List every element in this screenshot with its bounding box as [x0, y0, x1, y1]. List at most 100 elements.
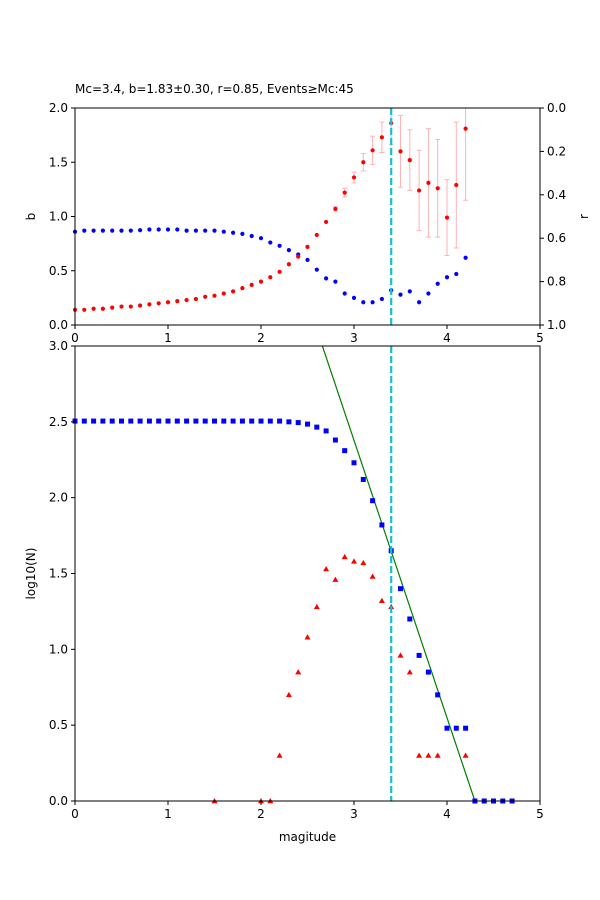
non-cumulative-point	[323, 565, 330, 572]
cumulative-point	[184, 418, 190, 424]
b-value-point	[342, 190, 347, 195]
r-point	[221, 229, 226, 234]
r-point	[165, 227, 171, 232]
non-cumulative-point	[295, 669, 302, 675]
cumulative-point	[416, 652, 422, 658]
non-cumulative-point	[360, 559, 367, 566]
cumulative-point	[398, 586, 403, 592]
b-value-point	[333, 206, 338, 212]
cumulative-point	[463, 725, 469, 731]
cumulative-point	[407, 616, 413, 622]
top-right-y-tick-label: 1.0	[547, 318, 566, 332]
bottom-y-axis-label: log10(N)	[24, 548, 38, 600]
b-value-point	[193, 296, 198, 302]
cumulative-point	[305, 421, 310, 427]
b-value-point	[407, 157, 412, 163]
r-point	[286, 248, 291, 253]
non-cumulative-point	[434, 752, 441, 758]
r-point	[305, 257, 310, 262]
non-cumulative-point	[332, 576, 339, 582]
cumulative-point	[119, 418, 124, 424]
bottom-x-tick-label: 3	[350, 807, 358, 821]
b-value-point	[258, 279, 264, 284]
bottom-x-tick-label: 1	[164, 807, 172, 821]
bottom-x-ticks: 0 1 2 3 4 5	[71, 801, 544, 821]
cumulative-point	[109, 418, 115, 424]
b-value-point	[128, 304, 133, 309]
cumulative-point	[351, 460, 357, 466]
b-value-point	[351, 175, 357, 180]
b-value-point	[138, 303, 143, 308]
r-point	[212, 228, 217, 233]
r-point	[193, 228, 198, 233]
cumulative-point	[221, 418, 227, 424]
b-value-point	[156, 301, 161, 306]
b-value-point	[361, 160, 366, 165]
b-value-point	[305, 244, 310, 249]
r-point	[91, 228, 96, 233]
bottom-y-tick-label: 1.0	[49, 642, 68, 656]
b-value-point	[286, 262, 291, 267]
bottom-x-axis-label: magitude	[279, 830, 336, 844]
b-value-point	[435, 186, 440, 191]
cumulative-point	[425, 669, 431, 675]
bottom-y-ticks: 0.0 0.5 1.0 1.5 2.0 2.5 3.0	[49, 339, 75, 808]
non-cumulative-point	[285, 691, 292, 698]
r-point	[379, 296, 384, 302]
bottom-x-tick-label: 5	[536, 807, 544, 821]
r-point	[119, 228, 124, 233]
b-value-point	[249, 282, 254, 287]
top-x-tick-label: 3	[350, 331, 358, 345]
top-right-y-axis-label: r	[577, 214, 591, 219]
r-point	[370, 300, 375, 305]
cumulative-point	[202, 418, 208, 424]
r-point	[156, 227, 161, 232]
b-value-point	[221, 291, 226, 296]
b-value-point	[165, 300, 171, 305]
cumulative-point	[91, 418, 97, 424]
bottom-y-tick-label: 2.5	[49, 415, 68, 429]
r-point	[175, 227, 180, 232]
b-value-point	[184, 297, 189, 303]
r-point	[417, 300, 422, 305]
bottom-y-tick-label: 1.5	[49, 567, 68, 581]
r-point	[398, 292, 403, 297]
non-cumulative-point	[378, 597, 385, 604]
b-value-point	[91, 306, 96, 311]
r-point	[333, 279, 338, 284]
r-point	[147, 227, 152, 232]
b-value-point	[426, 180, 431, 185]
cumulative-point	[230, 418, 236, 424]
r-point	[82, 228, 87, 233]
r-point	[240, 231, 245, 236]
top-right-y-ticks: 0.0 0.2 0.4 0.6 0.8 1.0	[540, 101, 566, 332]
frequency-magnitude-panel: 0 1 2 3 4 5 0.0 0.5 1.0 1.5 2.0 2.5 3.0 magitude lo…	[24, 339, 544, 844]
b-value-point	[277, 269, 282, 274]
r-point	[110, 228, 115, 233]
top-y-tick-label: 0.0	[49, 318, 68, 332]
top-x-tick-label: 2	[257, 331, 265, 345]
r-point	[249, 233, 254, 239]
b-value-point	[110, 305, 115, 310]
non-cumulative-point	[406, 669, 413, 675]
non-cumulative-point	[341, 553, 348, 560]
r-point	[138, 228, 143, 233]
top-x-tick-label: 0	[71, 331, 79, 345]
r-point	[128, 228, 133, 233]
r-point	[203, 228, 208, 233]
non-cumulative-point	[425, 752, 432, 758]
bottom-y-tick-label: 0.0	[49, 794, 68, 808]
non-cumulative-point	[462, 752, 469, 758]
top-y-axis-label: b	[24, 213, 38, 221]
top-right-y-tick-label: 0.0	[547, 101, 566, 115]
cumulative-point	[379, 522, 385, 528]
cumulative-point	[239, 418, 245, 424]
non-cumulative-point	[351, 558, 357, 564]
cumulative-point	[165, 418, 171, 424]
top-y-tick-label: 1.0	[49, 210, 68, 224]
top-y-tick-label: 0.5	[49, 264, 68, 278]
top-chart-title: Mc=3.4, b=1.83±0.30, r=0.85, Events≥Mc:4…	[75, 82, 354, 96]
non-cumulative-point	[313, 603, 320, 610]
